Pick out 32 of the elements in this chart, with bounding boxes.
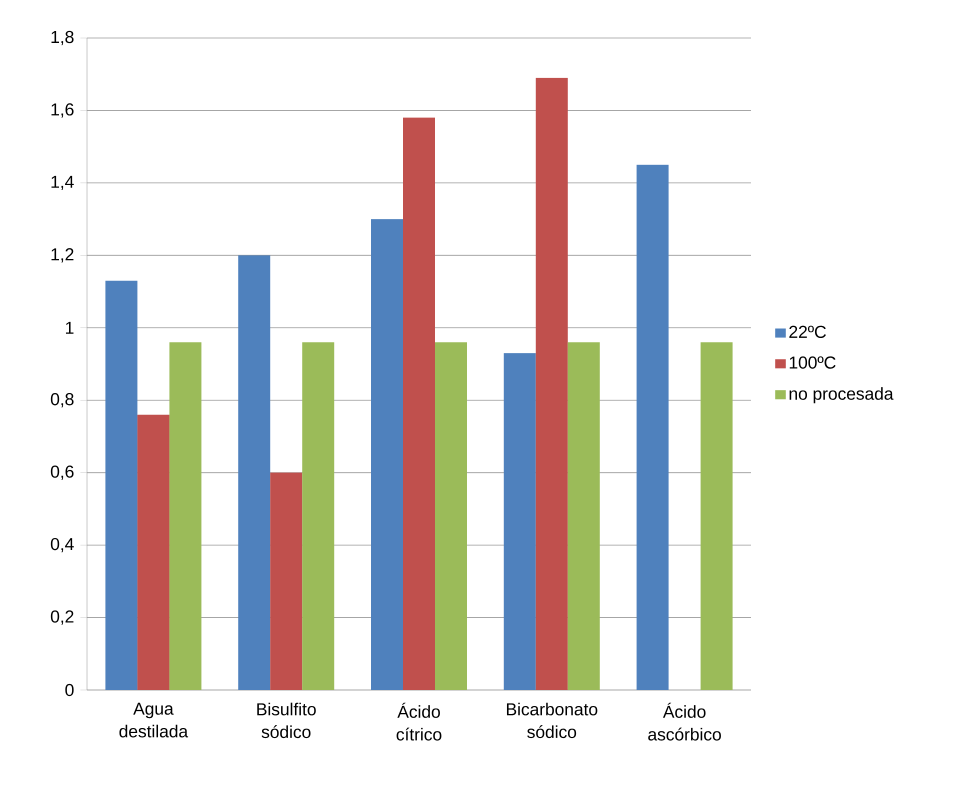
y-tick-label: 0,2 xyxy=(50,610,74,625)
bar xyxy=(700,342,733,690)
legend-label: 100ºC xyxy=(790,356,836,369)
legend-label: no procesada xyxy=(790,387,894,404)
bar xyxy=(169,342,202,690)
x-tick-label: Ácido cítrico xyxy=(396,702,442,741)
bar xyxy=(504,353,536,690)
y-tick-label: 1,2 xyxy=(52,248,74,262)
bar xyxy=(568,342,600,690)
bar xyxy=(105,280,138,690)
bar xyxy=(435,342,467,690)
y-tick-label: 0,4 xyxy=(50,538,74,552)
bar xyxy=(137,414,170,690)
x-tick-label: Bisulfito sódico xyxy=(257,702,316,738)
y-tick-label: 0,6 xyxy=(50,466,74,480)
y-tick-label: 1,8 xyxy=(52,30,74,46)
bar xyxy=(270,472,302,690)
bar xyxy=(536,78,568,690)
bar xyxy=(238,255,270,690)
y-tick-label: 1 xyxy=(66,322,74,334)
y-tick-label: 1,4 xyxy=(52,176,74,190)
bar xyxy=(302,342,334,690)
bar xyxy=(371,219,403,690)
x-tick-label: Bicarbonato sódico xyxy=(506,702,598,738)
y-tick-label: 1,6 xyxy=(52,103,74,118)
y-tick-label: 0,8 xyxy=(50,393,74,408)
bar xyxy=(636,164,669,690)
x-tick-label: Ácido ascórbico xyxy=(648,702,721,741)
legend-label: 22ºC xyxy=(789,326,826,338)
x-tick-label: Agua destilada xyxy=(119,702,188,738)
y-tick-label: 0 xyxy=(65,684,74,696)
bar xyxy=(403,118,435,690)
